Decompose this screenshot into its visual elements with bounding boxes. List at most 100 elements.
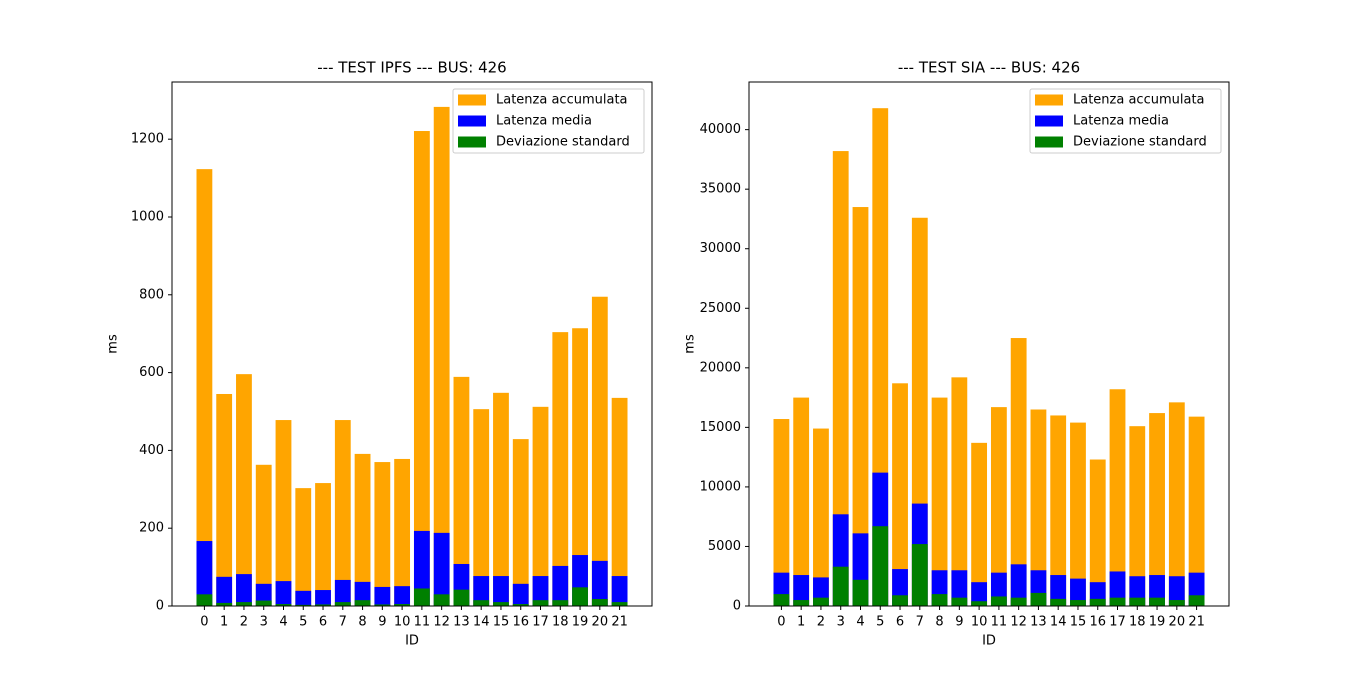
legend-label: Latenza media [1073,114,1169,129]
x-tick-label: 0 [200,615,208,630]
bar [872,526,889,606]
x-tick-label: 8 [358,615,366,630]
bar [196,594,213,606]
bar [951,377,968,606]
bar [1070,600,1086,606]
bar [1149,597,1165,606]
x-tick-label: 14 [1050,615,1067,630]
y-tick-label: 200 [139,521,164,536]
bar [1010,564,1027,606]
legend-swatch [1035,94,1063,106]
x-tick-label: 2 [817,615,825,630]
bar [931,594,948,606]
bar [1070,578,1086,606]
bar [1149,413,1165,606]
x-tick-label: 20 [1169,615,1186,630]
bar [493,392,509,606]
legend-label: Latenza accumulata [1073,93,1205,108]
x-tick-label: 2 [240,615,248,630]
legend-swatch [1035,115,1063,127]
bar [832,151,849,606]
x-tick-label: 19 [1149,615,1166,630]
legend-swatch [458,115,486,127]
bar [334,420,351,606]
y-tick-label: 0 [156,599,164,614]
bar [832,566,849,606]
bar [591,296,608,606]
x-axis-label: ID [405,634,419,649]
bar [951,597,968,606]
bar [552,332,569,606]
bar [532,406,549,606]
x-tick-label: 14 [473,615,490,630]
bar [394,458,411,606]
bar [473,576,490,606]
x-tick-label: 3 [260,615,268,630]
bar [892,383,908,606]
bar [315,483,331,606]
x-tick-label: 4 [856,615,864,630]
x-tick-label: 10 [394,615,411,630]
bar [216,602,233,606]
x-tick-label: 9 [378,615,386,630]
legend-label: Latenza accumulata [496,93,628,108]
bar [295,590,312,606]
bar [473,409,490,606]
x-tick-label: 8 [935,615,943,630]
x-tick-label: 15 [1070,615,1087,630]
bar [413,131,430,606]
y-tick-label: 1000 [131,209,164,224]
bar [1168,576,1185,606]
bar [990,407,1007,606]
legend-box [1029,88,1222,154]
bar [813,428,829,606]
bar [813,597,829,606]
x-tick-label: 10 [971,615,988,630]
x-tick-label: 1 [797,615,805,630]
bar [793,397,810,606]
legend-label: Latenza media [496,114,592,129]
bar [453,376,470,606]
chart-title: --- TEST SIA --- BUS: 426 [898,59,1080,77]
bar [315,590,331,606]
bar [196,541,213,606]
chart-title: --- TEST IPFS --- BUS: 426 [317,59,506,77]
bar [374,586,391,606]
y-tick-label: 30000 [700,241,741,256]
x-tick-label: 15 [493,615,510,630]
bar [394,604,411,606]
bar [990,596,1007,606]
bar [236,374,252,606]
bar [773,594,790,606]
x-tick-label: 12 [1010,615,1027,630]
bar [453,589,470,606]
bar [255,600,272,606]
bar [591,598,608,606]
x-tick-label: 1 [220,615,228,630]
y-tick-label: 20000 [700,360,741,375]
bar [433,106,450,607]
bar [216,576,233,606]
bar [275,581,292,606]
x-tick-label: 3 [837,615,845,630]
y-tick-label: 800 [139,287,164,302]
bar [1030,409,1047,606]
x-tick-label: 21 [1188,615,1205,630]
bar [911,544,928,606]
bar [931,397,948,606]
x-tick-label: 9 [955,615,963,630]
bar [611,397,628,606]
bar [196,169,213,606]
bar [255,464,272,606]
bar [354,600,371,606]
bar [334,579,351,606]
y-tick-label: 10000 [700,479,741,494]
y-tick-label: 400 [139,443,164,458]
bar [374,462,391,606]
bar [951,570,968,606]
y-tick-label: 40000 [700,122,741,137]
bar [852,207,869,606]
bar [275,420,292,606]
